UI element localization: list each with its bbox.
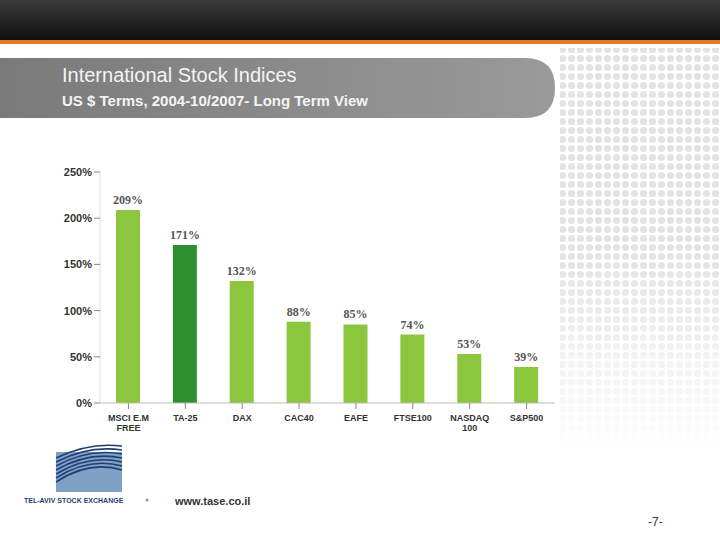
svg-text:171%: 171%	[170, 228, 200, 242]
svg-text:150%: 150%	[64, 258, 92, 270]
html-text:-7-: -7-	[648, 515, 663, 529]
svg-text:88%: 88%	[287, 305, 311, 319]
svg-text:EAFE: EAFE	[344, 413, 368, 423]
html-text:www.tase.co.il: www.tase.co.il	[175, 495, 251, 507]
html-text:US $ Terms, 2004-10/2007- Long: US $ Terms, 2004-10/2007- Long Term View	[62, 92, 368, 109]
svg-text:100%: 100%	[64, 305, 92, 317]
svg-text:209%: 209%	[113, 193, 143, 207]
svg-text:TA-25: TA-25	[173, 413, 197, 423]
html-text:International Stock Indices: International Stock Indices	[62, 64, 297, 86]
svg-text:DAX: DAX	[233, 413, 252, 423]
svg-text:250%: 250%	[64, 166, 92, 178]
svg-text:53%: 53%	[457, 337, 481, 351]
svg-text:NASDAQ100: NASDAQ100	[450, 413, 489, 433]
svg-text:S&P500: S&P500	[510, 413, 544, 423]
html-text:TEL-AVIV STOCK EXCHANGE: TEL-AVIV STOCK EXCHANGE	[24, 497, 124, 504]
svg-text:74%: 74%	[400, 318, 424, 332]
svg-text:85%: 85%	[344, 307, 368, 321]
svg-text:132%: 132%	[227, 264, 257, 278]
svg-text:0%: 0%	[76, 397, 92, 409]
svg-text:50%: 50%	[70, 351, 92, 363]
svg-text:FTSE100: FTSE100	[394, 413, 432, 423]
svg-text:200%: 200%	[64, 212, 92, 224]
svg-text:39%: 39%	[514, 350, 538, 364]
svg-text:MSCI E.MFREE: MSCI E.MFREE	[108, 413, 149, 433]
svg-text:CAC40: CAC40	[284, 413, 314, 423]
